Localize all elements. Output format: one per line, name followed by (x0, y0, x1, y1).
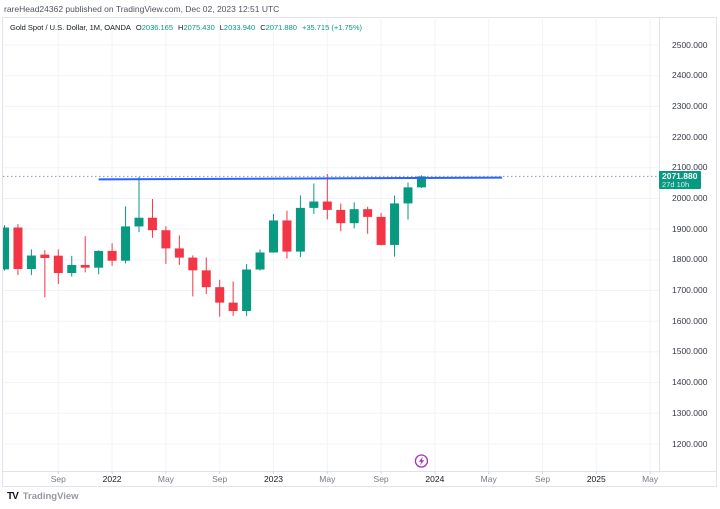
candle-body (228, 302, 238, 312)
candle-body (390, 203, 400, 245)
time-tick-label: 2024 (425, 474, 445, 484)
candle-body (53, 255, 63, 274)
candle-body (161, 230, 171, 249)
candle-body (94, 250, 104, 268)
price-tick-label: 1400.000 (672, 377, 708, 388)
tradingview-logo-text: TradingView (22, 490, 79, 502)
time-tick-label: 2025 (586, 474, 606, 484)
price-tick-label: 1600.000 (672, 315, 708, 326)
time-tick-label: 2023 (264, 474, 283, 484)
time-tick-label: Sep (373, 474, 389, 484)
attribution-text: rareHead24362 published on TradingView.c… (4, 4, 280, 14)
candle-body (416, 176, 426, 188)
axis-tick-marks (57, 471, 651, 474)
candle-body (147, 217, 157, 231)
grid-layer (3, 17, 659, 471)
price-tick-label: 1700.000 (672, 285, 708, 296)
time-tick-label: Sep (534, 474, 551, 484)
ohlc-value-o: 2036.165 (141, 23, 174, 32)
candle-series (3, 173, 426, 317)
candle-body (188, 257, 198, 271)
last-price-label: 2071.880 27d 10h (659, 171, 701, 190)
change-value: +35.715 (+1.75%) (301, 23, 362, 32)
price-tick-label: 1300.000 (672, 407, 708, 418)
time-tick-label: May (319, 474, 336, 484)
time-tick-label: 2022 (102, 474, 122, 484)
candle-body (80, 264, 90, 268)
price-tick-label: 2400.000 (672, 70, 708, 81)
ohlc-label-l: L (219, 23, 224, 32)
price-tick-label: 2100.000 (672, 162, 708, 173)
candle-body (349, 209, 359, 224)
candle-body (107, 250, 117, 261)
bar-countdown-timer: 27d 10h (662, 180, 690, 190)
symbol-legend: Gold Spot / U.S. Dollar, 1M, OANDA O2036.… (10, 23, 362, 32)
candle-body (295, 207, 305, 252)
candle-body (363, 209, 373, 217)
symbol-title[interactable]: Gold Spot / U.S. Dollar, 1M, OANDA (10, 23, 131, 32)
price-tick-label: 1200.000 (672, 438, 708, 449)
lightning-icon (418, 456, 425, 466)
price-axis-separator (659, 17, 660, 471)
time-tick-label: Sep (212, 474, 228, 484)
time-tick-label: May (480, 474, 497, 484)
price-tick-label: 2300.000 (672, 100, 708, 111)
candle-body (255, 252, 265, 270)
last-price-value: 2071.880 (662, 171, 698, 182)
time-tick-label: Sep (50, 474, 66, 484)
candle-body (215, 287, 225, 303)
price-tick-label: 1900.000 (672, 223, 708, 234)
time-axis-separator (2, 471, 717, 472)
trend-line[interactable] (98, 176, 503, 181)
candle-body (322, 201, 332, 210)
candle-body (121, 226, 131, 261)
ohlc-value-l: 2033.940 (223, 23, 256, 32)
ohlc-label-h: H (178, 23, 184, 32)
price-tick-label: 1500.000 (672, 346, 708, 357)
price-tick-label: 2200.000 (672, 131, 708, 142)
candle-body (282, 220, 292, 252)
candle-body (174, 248, 184, 258)
event-marker[interactable] (414, 454, 429, 468)
candle-body (3, 227, 9, 270)
candle-body (201, 270, 211, 288)
time-tick-label: May (157, 474, 174, 484)
candle-body (309, 201, 319, 208)
ohlc-label-o: O (135, 23, 142, 32)
candle-body (242, 269, 252, 312)
candle-body (67, 264, 77, 274)
time-tick-label: May (642, 474, 659, 484)
ohlc-values: O2036.165 H2075.430 L2033.940 C2071.880 (131, 23, 297, 32)
candle-body (40, 254, 50, 259)
price-tick-label: 2000.000 (672, 192, 708, 203)
candle-body (376, 216, 386, 245)
candle-body (134, 217, 144, 227)
candle-body (26, 255, 36, 270)
tradingview-logo[interactable]: TV TradingView (7, 490, 79, 502)
price-tick-label: 1800.000 (672, 254, 708, 265)
candle-body (269, 220, 278, 253)
candle-body (13, 227, 23, 270)
candle-body (403, 187, 413, 204)
overlay-layer (3, 175, 659, 181)
ohlc-value-c: 2071.880 (265, 23, 297, 32)
ohlc-value-h: 2075.430 (183, 23, 215, 32)
candle-body (336, 209, 346, 224)
ohlc-label-c: C (260, 23, 266, 32)
tradingview-logo-icon: TV (7, 490, 19, 502)
price-tick-label: 2500.000 (672, 39, 708, 50)
